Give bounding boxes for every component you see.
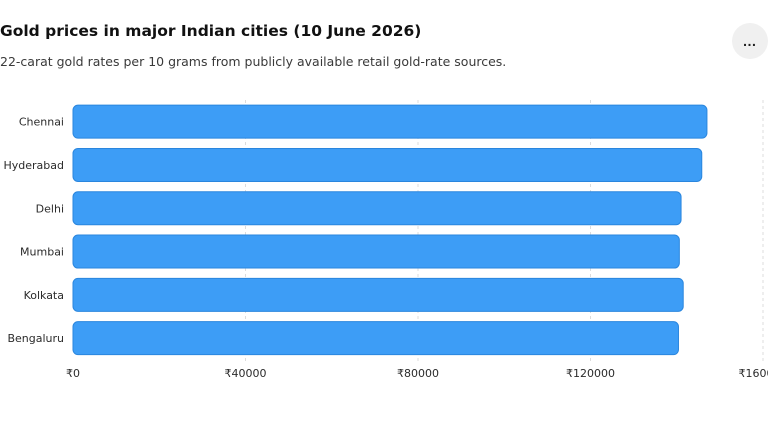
more-options-button[interactable]: … (732, 23, 768, 59)
category-label-delhi: Delhi (36, 202, 64, 215)
bars (72, 104, 708, 356)
category-labels: Chennai Hyderabad Delhi Mumbai Kolkata Bengal… (4, 116, 65, 345)
bar-bengaluru[interactable] (72, 321, 679, 356)
x-tick-label: ₹120000 (566, 367, 615, 380)
category-label-kolkata: Kolkata (24, 289, 64, 302)
x-tick-label: ₹160000 (739, 367, 768, 380)
bar-kolkata[interactable] (72, 277, 684, 312)
category-label-hyderabad: Hyderabad (4, 159, 65, 172)
x-tick-label: ₹0 (66, 367, 80, 380)
category-label-bengaluru: Bengaluru (7, 332, 64, 345)
x-tick-label: ₹80000 (397, 367, 439, 380)
category-label-mumbai: Mumbai (20, 246, 64, 259)
x-tick-label: ₹40000 (225, 367, 267, 380)
more-horizontal-icon: … (742, 33, 758, 49)
grid-lines (245, 100, 764, 364)
bar-hyderabad[interactable] (72, 147, 703, 182)
chart-subtitle: 22-carat gold rates per 10 grams from pu… (0, 54, 507, 69)
chart-title: Gold prices in major Indian cities (10 J… (0, 22, 422, 40)
bar-chennai[interactable] (72, 104, 708, 139)
bar-delhi[interactable] (72, 191, 682, 226)
x-axis-tick-labels: ₹0 ₹40000 ₹80000 ₹120000 ₹160000 (66, 367, 768, 380)
bar-mumbai[interactable] (72, 234, 680, 269)
category-label-chennai: Chennai (19, 116, 64, 129)
